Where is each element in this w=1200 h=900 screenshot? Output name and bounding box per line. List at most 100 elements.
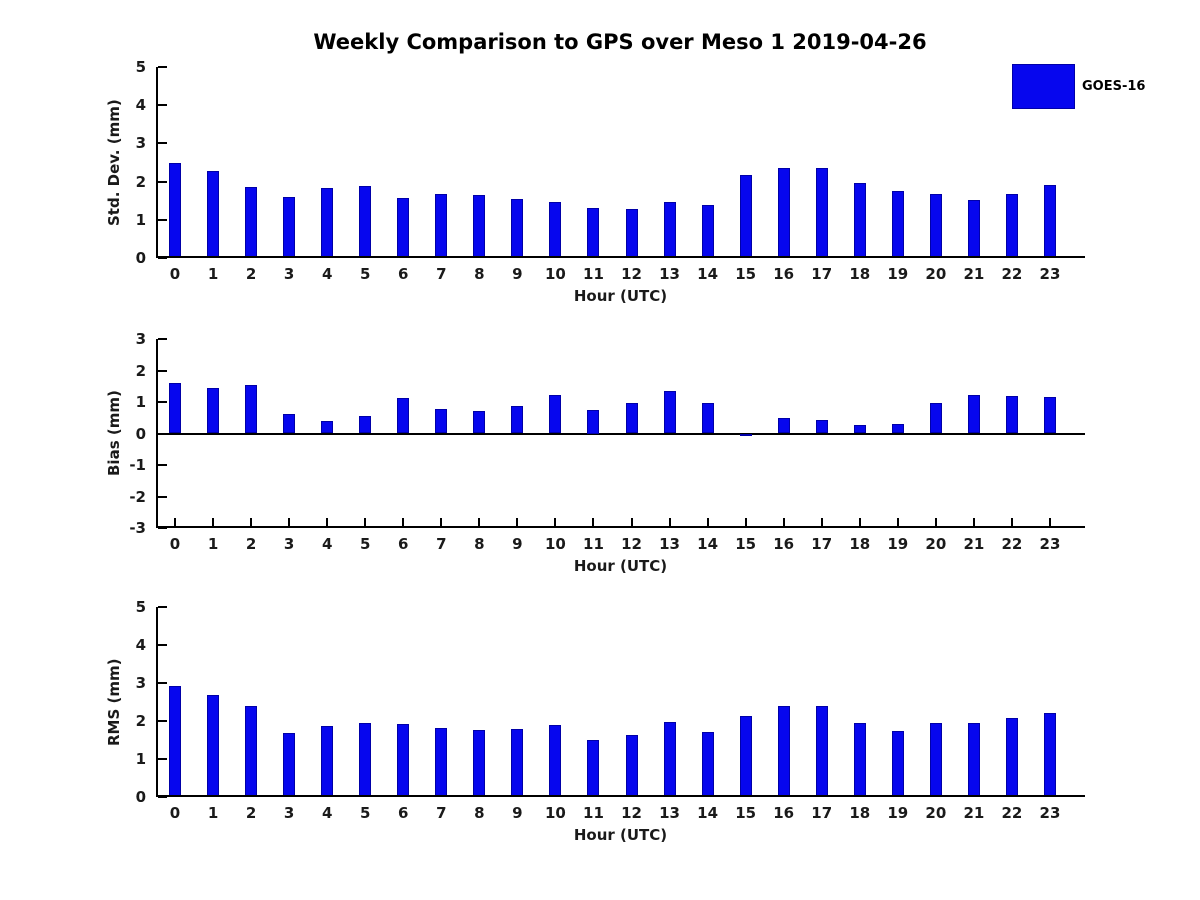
y-tick [158, 218, 167, 221]
x-tick-label: 9 [512, 535, 523, 553]
x-tick-label: 21 [963, 535, 985, 553]
x-tick-label: 7 [436, 804, 447, 822]
bar-hour-21 [967, 722, 980, 797]
x-tick-label: 17 [811, 535, 833, 553]
y-tick-label: 3 [135, 134, 146, 153]
y-tick [158, 527, 167, 529]
x-tick-label: 6 [398, 804, 409, 822]
bar-hour-1 [207, 388, 220, 434]
x-tick-label: 5 [360, 265, 371, 283]
x-tick-label: 2 [245, 804, 257, 822]
y-tick [158, 338, 167, 340]
x-tick-label: 4 [321, 265, 333, 283]
x-tick-label: 9 [512, 804, 523, 822]
bar-hour-16 [777, 167, 790, 258]
x-tick-label: 23 [1039, 265, 1061, 283]
chart-title: Weekly Comparison to GPS over Meso 1 201… [313, 30, 927, 54]
x-tick-label: 13 [659, 265, 680, 283]
x-tick [820, 518, 823, 526]
bar-hour-17 [815, 420, 828, 434]
y-tick [158, 369, 167, 372]
y-tick-label: 2 [135, 361, 146, 380]
x-tick-label: 10 [545, 804, 566, 822]
bar-hour-0 [169, 685, 182, 797]
bar-hour-19 [891, 424, 904, 434]
bar-hour-14 [701, 732, 714, 797]
bar-hour-2 [245, 385, 258, 434]
bar-hour-12 [625, 209, 638, 258]
x-tick-label: 16 [773, 804, 795, 822]
x-tick [744, 518, 747, 526]
x-tick-label: 3 [283, 804, 295, 822]
x-tick-label: 4 [321, 535, 333, 553]
bar-hour-4 [321, 187, 334, 258]
bar-hour-6 [397, 724, 410, 797]
y-tick [158, 495, 167, 498]
x-tick-label: 0 [169, 535, 181, 553]
x-tick-label: 17 [811, 804, 833, 822]
bar-hour-18 [853, 424, 866, 434]
bar-hour-21 [967, 395, 980, 434]
x-tick-label: 22 [1001, 535, 1023, 553]
y-tick-label: 0 [135, 249, 146, 267]
x-tick-label: 15 [735, 804, 757, 822]
bar-hour-8 [473, 411, 486, 434]
y-tick-label: 4 [135, 96, 146, 115]
x-tick-label: 6 [398, 535, 409, 553]
bar-hour-6 [397, 398, 410, 434]
y-tick-label: 3 [135, 674, 146, 692]
x-tick [592, 518, 595, 526]
x-tick-label: 19 [887, 535, 909, 553]
x-tick [402, 518, 405, 526]
bar-hour-1 [207, 171, 220, 258]
x-tick [1048, 518, 1051, 526]
bar-hour-11 [587, 208, 600, 258]
x-tick [288, 518, 291, 526]
legend: GOES-16 [1012, 64, 1192, 114]
x-axis-title: Hour (UTC) [573, 557, 668, 575]
bar-hour-14 [701, 204, 714, 258]
zero-line [156, 432, 1085, 435]
x-tick-label: 16 [773, 535, 795, 553]
plot-bias: -3 -2 -1 0 1 2 3 0 1 2 3 4 5 6 7 8 9 10 11 12 13 14 15 16 17 18 19… [105, 330, 1085, 575]
bar-hour-10 [549, 394, 562, 434]
bar-hour-16 [777, 418, 790, 434]
x-tick-label: 5 [360, 804, 371, 822]
bar-hour-3 [283, 414, 296, 434]
x-tick-label: 17 [811, 265, 833, 283]
x-tick-label: 18 [849, 265, 871, 283]
bar-hour-9 [511, 198, 524, 258]
x-tick-label: 7 [436, 535, 447, 553]
bar-hour-15 [739, 715, 752, 797]
x-tick-label: 22 [1001, 265, 1023, 283]
bar-hour-23 [1043, 397, 1056, 434]
x-tick [516, 518, 519, 526]
x-tick-label: 18 [849, 804, 871, 822]
x-tick [1010, 518, 1013, 526]
bar-hour-3 [283, 732, 296, 797]
legend-label: GOES-16 [1082, 79, 1146, 94]
bar-hour-13 [663, 721, 676, 797]
y-tick [158, 464, 167, 466]
bar-hour-12 [625, 402, 638, 434]
x-tick-label: 9 [512, 265, 523, 283]
y-tick [158, 796, 167, 798]
x-tick [668, 518, 671, 526]
x-tick-label: 20 [925, 265, 947, 283]
bar-hour-3 [283, 196, 296, 258]
y-tick [158, 401, 167, 403]
x-tick-label: 2 [245, 265, 257, 283]
x-tick-label: 0 [169, 265, 181, 283]
x-tick [250, 518, 253, 526]
bar-hour-2 [245, 705, 258, 797]
x-axis-title: Hour (UTC) [573, 287, 668, 305]
x-tick-label: 16 [773, 265, 795, 283]
bar-hour-20 [929, 194, 942, 258]
x-tick-label: 10 [545, 265, 566, 283]
x-tick [972, 518, 975, 526]
y-tick [158, 142, 167, 145]
y-tick [158, 66, 167, 68]
bar-hour-9 [511, 405, 524, 434]
bar-hour-22 [1005, 718, 1018, 797]
